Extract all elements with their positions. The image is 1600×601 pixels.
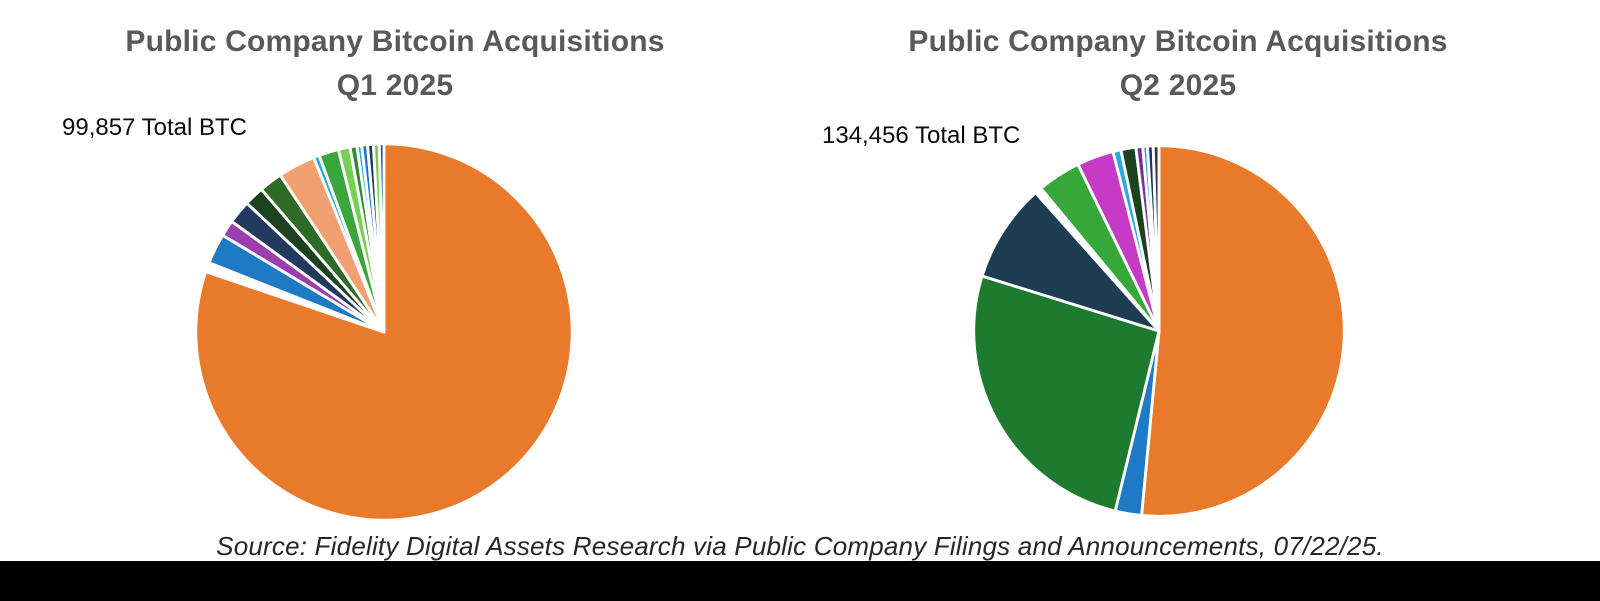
pie-svg — [194, 142, 574, 522]
bottom-bar — [0, 561, 1600, 601]
pie-chart-q2 — [968, 140, 1350, 522]
pie-slice — [980, 191, 1161, 333]
pie-slice — [1151, 144, 1161, 333]
chart-title-q1-line1: Public Company Bitcoin Acquisitions — [125, 25, 665, 58]
chart-title-q2: Public Company Bitcoin Acquisitions Q2 2… — [828, 20, 1528, 107]
source-attribution: Source: Fidelity Digital Assets Research… — [216, 531, 1384, 561]
chart-title-q2-line1: Public Company Bitcoin Acquisitions — [908, 25, 1448, 58]
pie-slice — [1140, 144, 1346, 518]
pie-svg — [972, 144, 1346, 518]
chart-title-q1-line2: Q1 2025 — [336, 68, 454, 102]
pie-slice — [377, 142, 386, 334]
pie-slice — [972, 274, 1161, 513]
chart-title-q1: Public Company Bitcoin Acquisitions Q1 2… — [45, 20, 745, 107]
total-btc-label-q1: 99,857 Total BTC — [62, 114, 248, 141]
total-btc-label-q2: 134,456 Total BTC — [822, 122, 1021, 149]
chart-title-q2-line2: Q2 2025 — [1119, 68, 1237, 102]
pie-chart-q1 — [190, 138, 578, 526]
